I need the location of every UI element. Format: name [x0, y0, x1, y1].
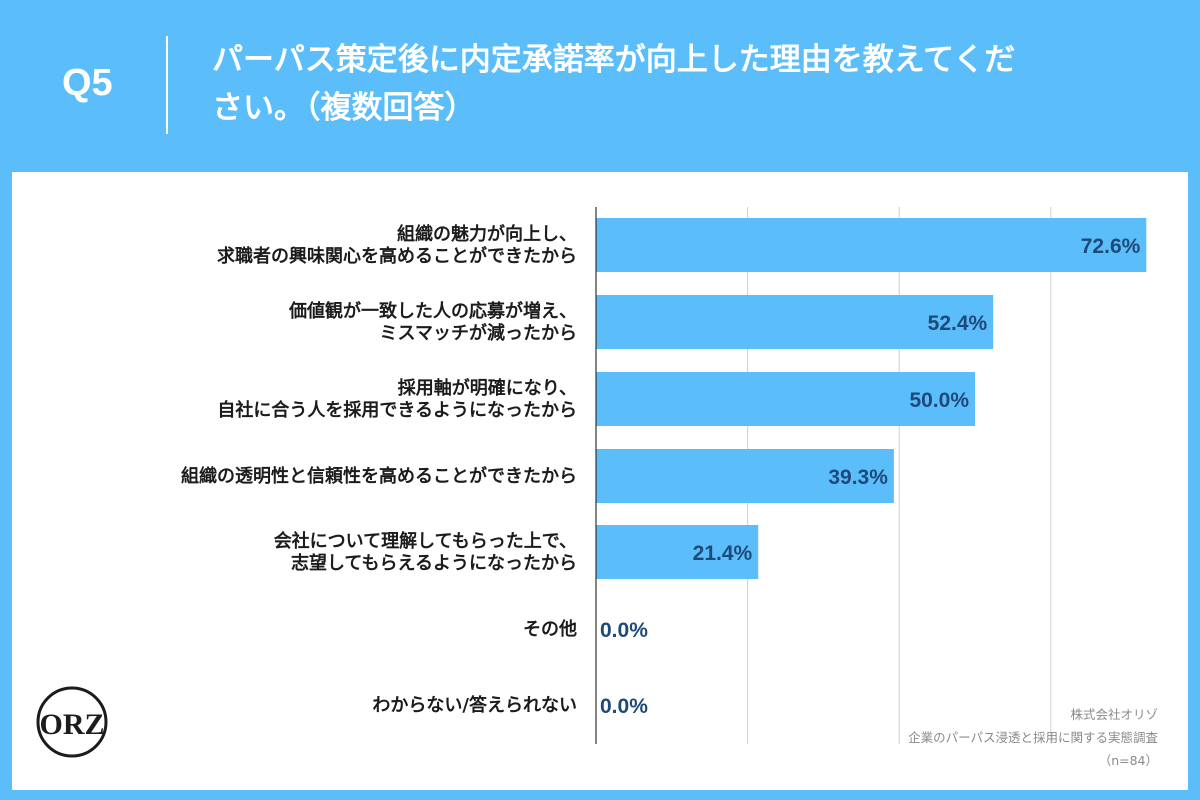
- bar-2: [596, 295, 994, 349]
- footer-company: 株式会社オリゾ: [1070, 707, 1158, 722]
- category-label-5-line-1: 会社について理解してもらった上で、: [274, 530, 577, 552]
- category-label-3-line-1: 採用軸が明確になり、: [398, 377, 577, 399]
- value-label-5: 21.4%: [693, 542, 753, 565]
- value-label-4: 39.3%: [828, 466, 888, 489]
- header-divider: [166, 36, 168, 134]
- category-label-1-line-1: 組織の魅力が向上し、: [397, 223, 577, 245]
- logo-text: ORZ: [39, 708, 104, 741]
- category-label-6-line-1: その他: [523, 618, 577, 640]
- value-label-3: 50.0%: [909, 389, 969, 412]
- question-title: パーパス策定後に内定承諾率が向上した理由を教えてくだ さい。（複数回答）: [212, 36, 1152, 132]
- category-label-7-line-1: わからない/答えられない: [372, 694, 577, 716]
- value-label-6: 0.0%: [600, 619, 648, 642]
- category-label-2-line-2: ミスマッチが減ったから: [380, 322, 577, 344]
- category-label-1-line-2: 求職者の興味関心を高めることができたから: [217, 245, 577, 267]
- footer-survey: 企業のパーパス浸透と採用に関する実態調査: [908, 730, 1158, 745]
- company-logo: ORZ: [36, 686, 108, 758]
- question-number: Q5: [62, 62, 113, 104]
- question-title-line1: パーパス策定後に内定承諾率が向上した理由を教えてくだ: [212, 42, 1016, 78]
- value-label-7: 0.0%: [600, 695, 648, 718]
- header: Q5 パーパス策定後に内定承諾率が向上した理由を教えてくだ さい。（複数回答）: [0, 0, 1200, 170]
- category-label-2-line-1: 価値観が一致した人の応募が増え、: [288, 300, 577, 322]
- category-label-4-line-1: 組織の透明性と信頼性を高めることができたから: [181, 465, 577, 487]
- category-label-3-line-2: 自社に合う人を採用できるようになったから: [217, 399, 577, 421]
- bar-5: [596, 525, 759, 579]
- logo-ring: [36, 686, 108, 758]
- bar-3: [596, 372, 975, 426]
- category-label-5-line-2: 志望してもらえるようになったから: [291, 552, 577, 574]
- bar-1: [596, 218, 1147, 272]
- value-label-2: 52.4%: [928, 312, 988, 335]
- bar-4: [596, 449, 894, 503]
- value-label-1: 72.6%: [1081, 235, 1141, 258]
- footer-sample: （n=84）: [1099, 753, 1158, 768]
- question-title-line2: さい。（複数回答）: [212, 90, 476, 126]
